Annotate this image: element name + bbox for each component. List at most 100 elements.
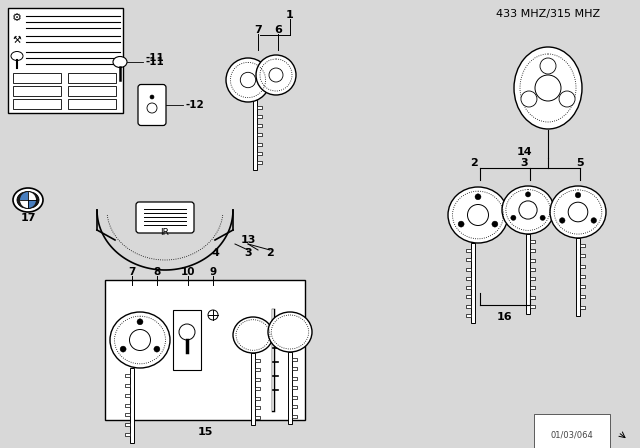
Circle shape (559, 218, 565, 223)
Circle shape (525, 192, 531, 197)
Text: 7: 7 (254, 25, 262, 35)
Text: 1: 1 (286, 10, 294, 20)
Ellipse shape (11, 52, 23, 60)
Bar (580, 285, 585, 288)
Circle shape (568, 202, 588, 222)
Bar (251, 353, 255, 425)
Wedge shape (28, 200, 36, 208)
Bar (580, 306, 585, 309)
Bar (292, 405, 297, 408)
Bar (580, 254, 585, 257)
Bar (292, 396, 297, 399)
Bar (530, 249, 535, 252)
Circle shape (150, 95, 154, 99)
Circle shape (575, 192, 581, 198)
Ellipse shape (226, 58, 270, 102)
Text: 5: 5 (576, 158, 584, 168)
Bar (257, 142, 262, 146)
Circle shape (535, 75, 561, 101)
Bar (530, 240, 535, 243)
Circle shape (129, 329, 150, 350)
Text: 13: 13 (240, 235, 256, 245)
Bar (288, 352, 292, 424)
Bar (466, 314, 471, 317)
Text: ⚙: ⚙ (12, 13, 22, 23)
Bar (257, 152, 262, 155)
Ellipse shape (448, 187, 508, 243)
Wedge shape (20, 192, 28, 200)
Bar (125, 404, 130, 407)
Circle shape (179, 324, 195, 340)
Text: IR: IR (161, 228, 170, 237)
Ellipse shape (13, 188, 43, 212)
Bar (471, 243, 475, 323)
Circle shape (120, 346, 126, 352)
Bar (125, 414, 130, 417)
Text: 6: 6 (274, 25, 282, 35)
Text: 4: 4 (211, 248, 219, 258)
Bar (68, 99, 116, 109)
Bar (255, 368, 260, 371)
Circle shape (511, 215, 516, 220)
Circle shape (475, 194, 481, 200)
Text: 10: 10 (180, 267, 195, 277)
Bar (466, 249, 471, 252)
Bar (466, 277, 471, 280)
Text: 8: 8 (154, 267, 161, 277)
Bar (466, 286, 471, 289)
Ellipse shape (502, 186, 554, 234)
Bar (125, 423, 130, 426)
Bar (530, 305, 535, 308)
Bar (257, 134, 262, 137)
Bar (466, 295, 471, 298)
Wedge shape (20, 200, 28, 208)
Ellipse shape (550, 186, 606, 238)
Circle shape (492, 221, 498, 227)
Bar (580, 244, 585, 247)
Bar (580, 295, 585, 298)
Text: 9: 9 (209, 267, 216, 277)
Bar (530, 268, 535, 271)
Bar (68, 73, 116, 83)
Circle shape (540, 58, 556, 74)
Bar (576, 238, 580, 316)
Text: ⚒: ⚒ (13, 35, 21, 45)
Text: 2: 2 (266, 248, 274, 258)
Circle shape (591, 218, 596, 223)
Bar (8, 8, 123, 113)
Bar (292, 386, 297, 389)
Wedge shape (28, 192, 36, 200)
Circle shape (240, 72, 256, 88)
Circle shape (540, 215, 545, 220)
Circle shape (521, 91, 537, 107)
Circle shape (137, 319, 143, 325)
Text: 17: 17 (20, 213, 36, 223)
Ellipse shape (514, 47, 582, 129)
Bar (466, 258, 471, 261)
Text: 01/03/064: 01/03/064 (550, 431, 593, 439)
Ellipse shape (233, 317, 273, 353)
Bar (292, 358, 297, 361)
Circle shape (559, 91, 575, 107)
Bar (530, 277, 535, 280)
Text: 16: 16 (497, 312, 513, 322)
Bar (530, 286, 535, 289)
Bar (255, 397, 260, 400)
Bar (292, 414, 297, 418)
Ellipse shape (256, 55, 296, 95)
Text: 🔑: 🔑 (15, 52, 19, 60)
Bar (13, 73, 61, 83)
Bar (580, 265, 585, 267)
Text: 7: 7 (128, 267, 136, 277)
Bar (13, 86, 61, 96)
Bar (466, 305, 471, 307)
Text: 433 MHZ/315 MHZ: 433 MHZ/315 MHZ (496, 9, 600, 19)
Bar (68, 86, 116, 96)
Circle shape (154, 346, 160, 352)
Ellipse shape (17, 191, 39, 208)
Text: 2: 2 (470, 158, 478, 168)
FancyBboxPatch shape (136, 202, 194, 233)
Bar (130, 368, 134, 443)
Bar (125, 394, 130, 397)
Bar (255, 406, 260, 409)
